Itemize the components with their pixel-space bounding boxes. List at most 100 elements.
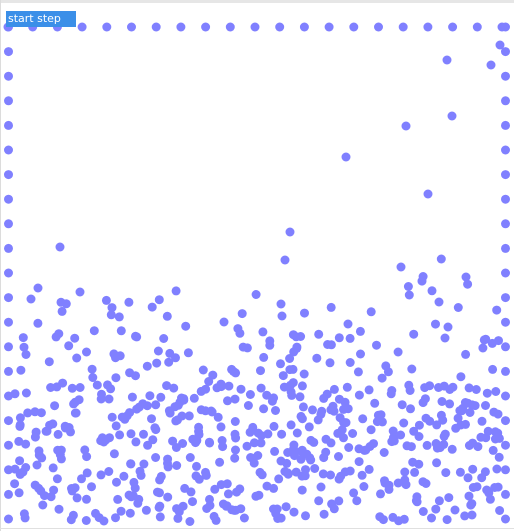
particle (397, 400, 407, 410)
particle (298, 402, 308, 412)
particle (366, 425, 376, 435)
particle (101, 295, 111, 305)
particle (409, 426, 419, 436)
particle (251, 290, 261, 299)
wall-particle (472, 22, 482, 32)
wall-particle (501, 268, 510, 278)
window-bottom-edge (0, 528, 514, 529)
particle (36, 408, 46, 418)
particle (341, 152, 351, 162)
particle (297, 381, 307, 391)
particle (256, 366, 265, 376)
wall-particle (501, 145, 510, 155)
particle (280, 255, 290, 265)
particle (488, 445, 498, 455)
particle (154, 502, 164, 512)
particle (319, 509, 329, 519)
particle (349, 488, 359, 498)
particle (26, 294, 36, 304)
particle (208, 370, 218, 380)
particle (314, 329, 324, 339)
particle (393, 478, 403, 488)
particle (442, 515, 452, 525)
particle (445, 399, 455, 409)
particle (406, 442, 416, 452)
wall-particle (299, 22, 309, 32)
particle (236, 504, 246, 514)
particle (418, 398, 428, 408)
particle (151, 453, 161, 462)
wall-particle (501, 120, 510, 130)
particle (364, 385, 374, 395)
particle (447, 444, 457, 454)
particle (310, 464, 320, 473)
particle (15, 421, 25, 431)
particle (321, 447, 331, 457)
particle (97, 433, 107, 443)
particle (365, 442, 375, 451)
particle (427, 286, 437, 296)
particle (155, 475, 165, 485)
wall-particle (4, 416, 13, 426)
particle (163, 492, 173, 502)
particle (128, 491, 138, 501)
particle (495, 506, 505, 515)
particle (236, 384, 246, 394)
particle (434, 297, 444, 307)
wall-particle (501, 465, 510, 475)
particle (66, 515, 76, 525)
particle (227, 505, 237, 515)
particle (109, 449, 119, 459)
particle (437, 397, 447, 406)
particle (345, 466, 355, 476)
wall-particle (225, 22, 235, 32)
particle (270, 446, 280, 456)
particle (286, 420, 296, 430)
particle (450, 505, 460, 515)
particle (116, 506, 126, 516)
particle (490, 483, 500, 492)
particle (171, 416, 181, 426)
particle (139, 429, 148, 439)
particle (154, 295, 164, 305)
particle (143, 440, 153, 450)
wall-particle (102, 22, 112, 32)
wall-particle (201, 22, 211, 32)
wall-particle (275, 22, 285, 32)
particle (104, 467, 114, 476)
particle (484, 488, 494, 498)
particle (82, 452, 92, 462)
particle (223, 396, 232, 406)
particle (389, 436, 399, 446)
particle (156, 392, 166, 402)
particle (213, 412, 223, 422)
particle (441, 468, 451, 478)
particle (372, 340, 381, 350)
particle (87, 364, 97, 374)
particle (233, 324, 243, 334)
wall-particle (349, 22, 359, 32)
particle (412, 497, 422, 507)
particle (89, 326, 99, 336)
particle (285, 227, 295, 237)
wall-particle (398, 22, 408, 32)
particle (277, 311, 287, 321)
particle (231, 445, 240, 455)
particle (181, 321, 191, 331)
particle (323, 340, 333, 349)
particle (288, 378, 298, 388)
particle (205, 494, 214, 504)
particle (14, 436, 24, 446)
particle (431, 504, 441, 514)
start-step-button[interactable]: start step (6, 11, 76, 27)
wall-particle (4, 440, 13, 450)
particle (301, 511, 310, 521)
particle (422, 440, 432, 450)
particle (463, 279, 473, 289)
particle (243, 401, 253, 410)
particle (223, 489, 233, 499)
particle (33, 318, 43, 328)
particle (409, 329, 419, 339)
particle (366, 307, 376, 317)
